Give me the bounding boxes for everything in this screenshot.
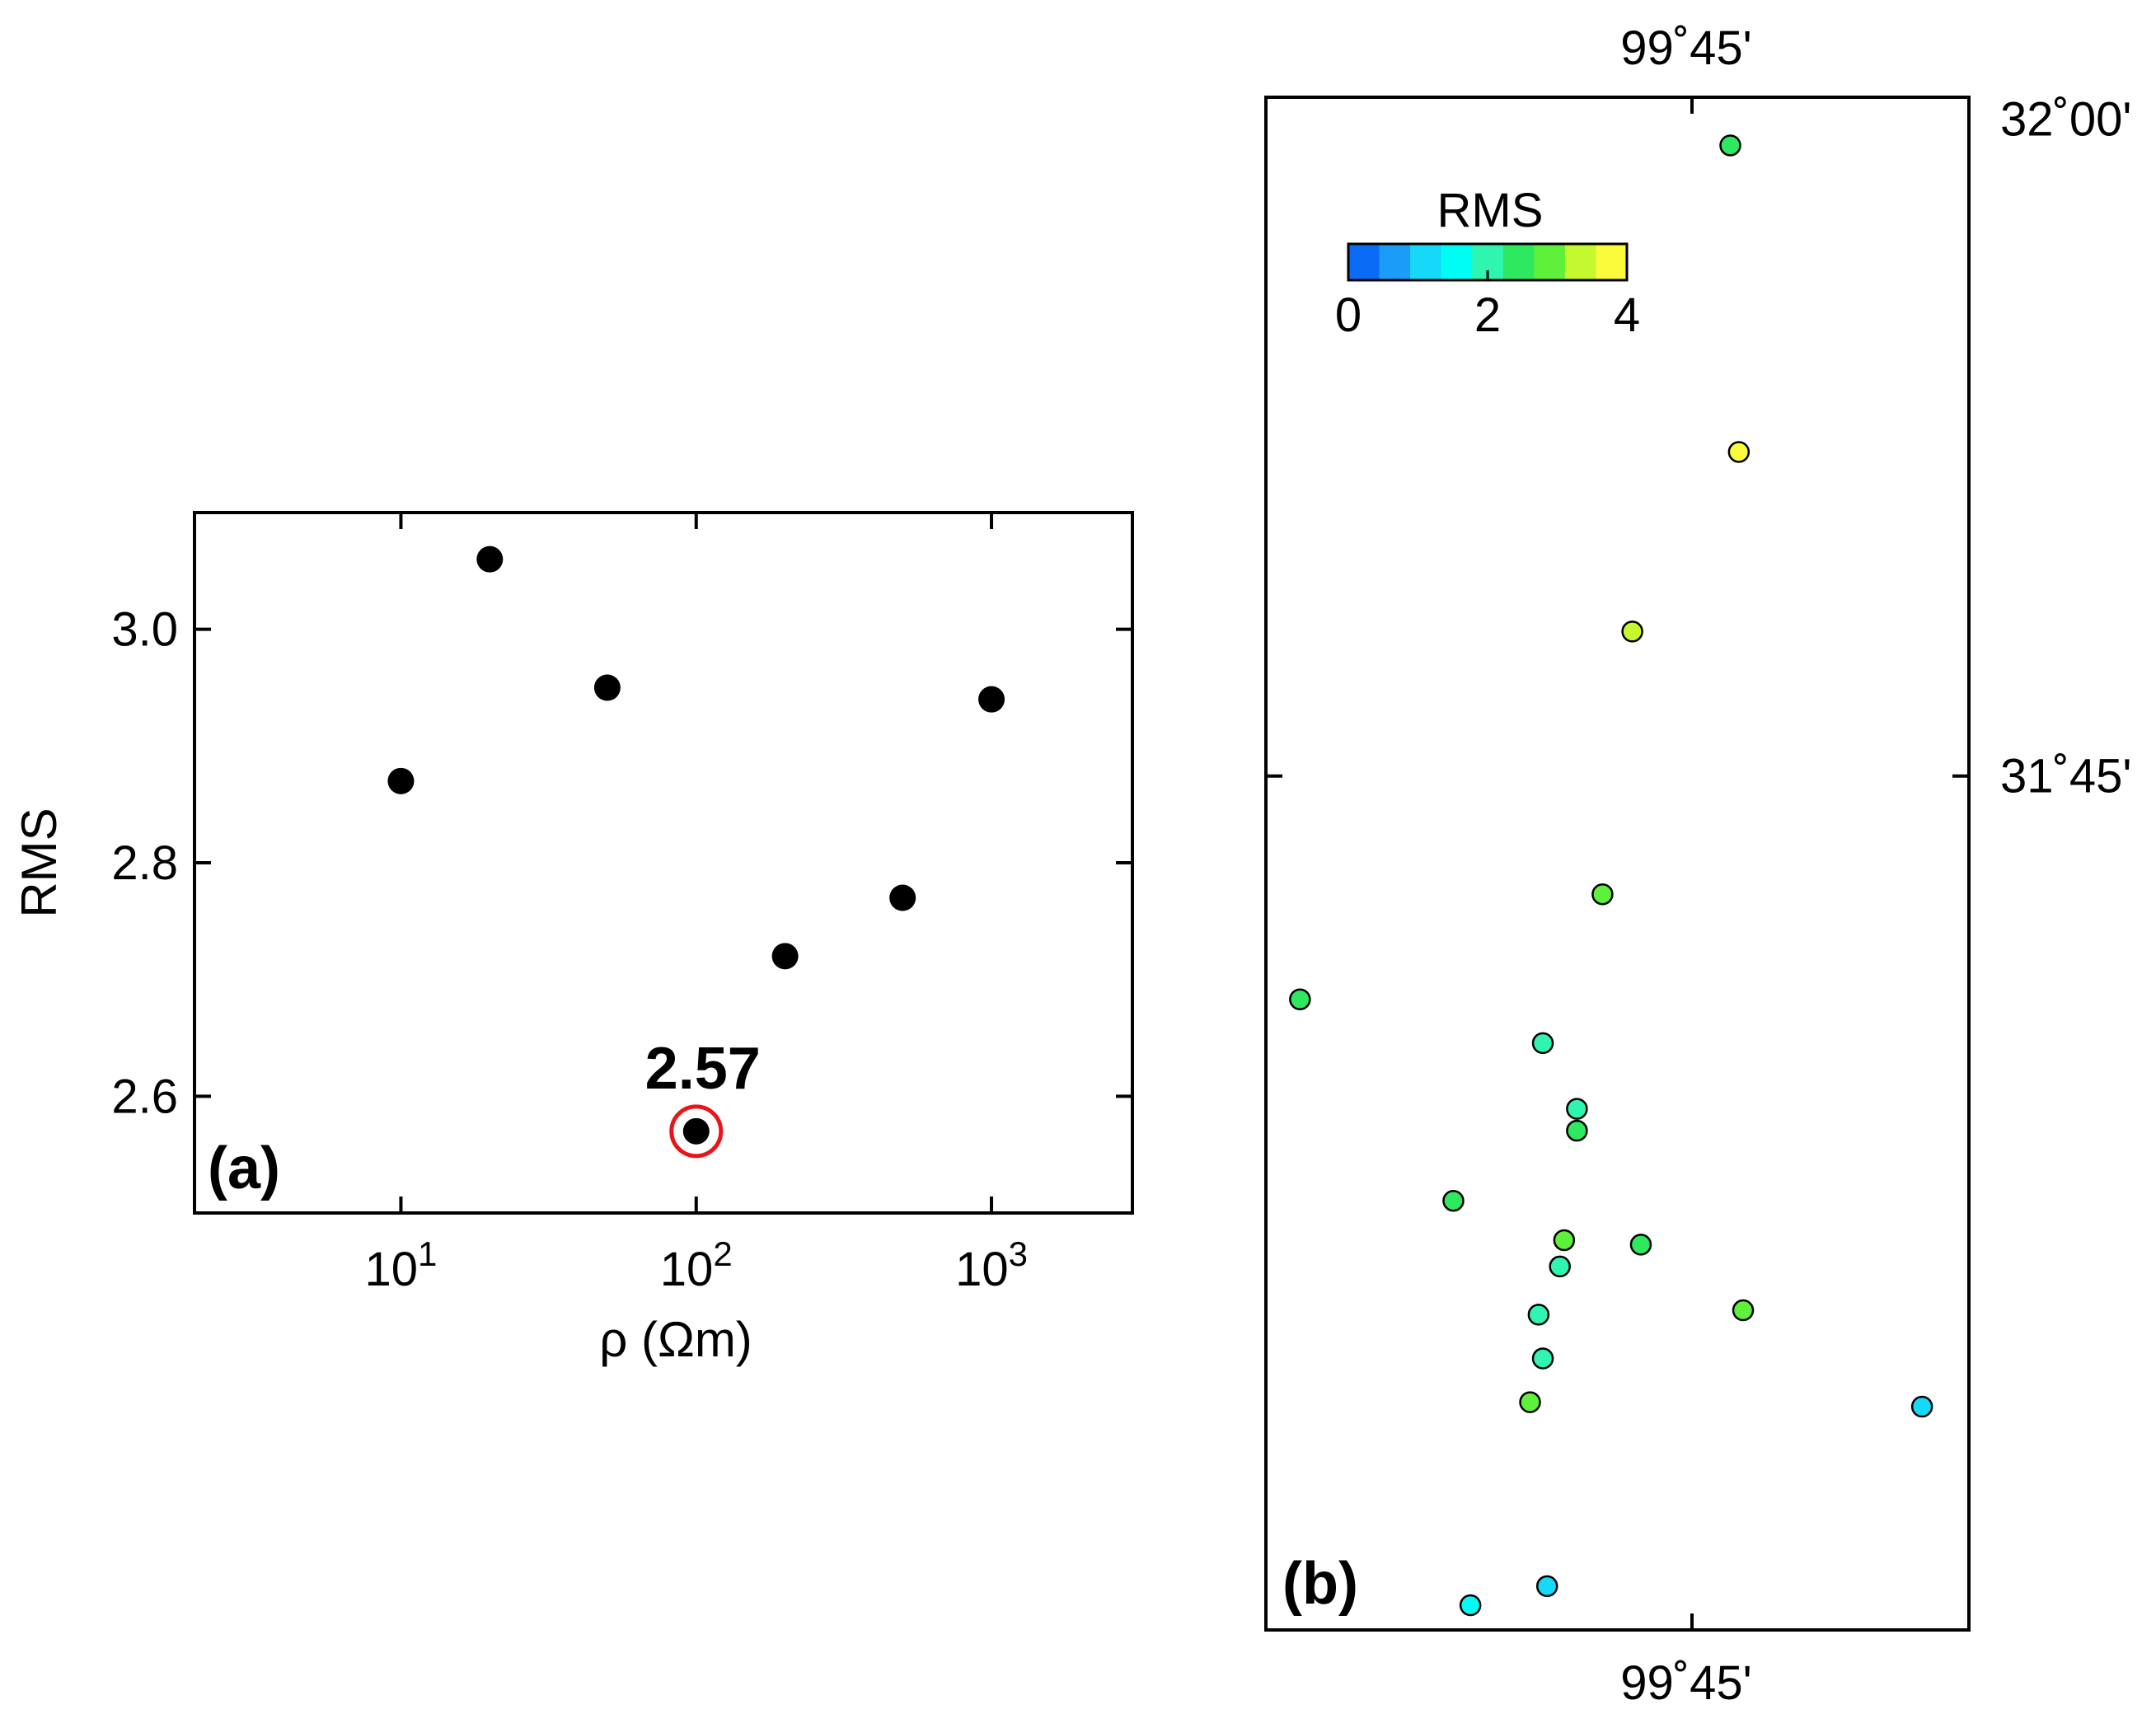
latitude-label: 32˚00' — [2000, 93, 2131, 147]
station-point — [1727, 441, 1751, 463]
colorbar-cell — [1502, 244, 1535, 280]
x-tick-label: 103 — [955, 1234, 1028, 1296]
colorbar-cell — [1534, 244, 1566, 280]
colorbar-cell — [1379, 244, 1411, 280]
station-point — [1566, 1098, 1588, 1120]
x-tick-label: 101 — [365, 1234, 438, 1296]
highlight-ring — [669, 1104, 724, 1159]
highlight-label: 2.57 — [645, 1036, 761, 1102]
station-point — [1535, 1575, 1558, 1598]
data-point — [593, 674, 621, 701]
panel-a: 101 102 103 2.6 2.8 3.0 2.57 (a) ρ (Ωm) RMS — [12, 511, 1134, 1367]
colorbar-cell — [1596, 244, 1628, 280]
data-point — [978, 686, 1005, 713]
data-point — [889, 884, 916, 911]
colorbar-ticks: 0 2 4 — [1335, 270, 1640, 342]
colorbar-cell — [1348, 244, 1380, 280]
panel-a-ylabel: RMS — [12, 808, 67, 917]
station-point — [1732, 1299, 1755, 1322]
panel-a-points — [387, 546, 1005, 1145]
station-point — [1549, 1255, 1571, 1278]
colorbar-cell — [1564, 244, 1597, 280]
station-point — [1591, 883, 1614, 906]
x-tick-label: 102 — [660, 1234, 733, 1296]
data-point — [771, 943, 799, 970]
colorbar-title: RMS — [1437, 184, 1544, 237]
station-point — [1442, 1189, 1465, 1212]
panel-a-xlabel: ρ (Ωm) — [599, 1312, 752, 1367]
station-point — [1553, 1229, 1576, 1252]
colorbar: RMS 0 2 4 — [1335, 184, 1640, 342]
station-point — [1910, 1395, 1933, 1418]
panel-b-label: (b) — [1282, 1551, 1358, 1617]
panel-a-label: (a) — [208, 1136, 280, 1201]
panel-a-frame — [193, 511, 1134, 1215]
station-point — [1531, 1032, 1554, 1055]
station-point — [1459, 1594, 1482, 1617]
colorbar-gradient — [1348, 244, 1628, 280]
panel-b-ticks — [1266, 97, 1969, 1630]
station-point — [1527, 1304, 1550, 1326]
station-point — [1519, 1391, 1541, 1413]
colorbar-tick-label: 4 — [1614, 288, 1640, 342]
latitude-label: 31˚45' — [2000, 750, 2131, 803]
y-tick-label: 3.0 — [111, 603, 178, 657]
panel-b: 99˚45' 99˚45' 32˚00' 31˚45' RMS 0 2 4 (b) — [1264, 21, 2131, 1710]
station-point — [1566, 1119, 1588, 1142]
data-point — [476, 546, 504, 573]
bottom-axis-label: 99˚45' — [1620, 1656, 1751, 1710]
right-axis-labels: 32˚00' 31˚45' — [2000, 93, 2131, 803]
station-point — [1531, 1347, 1554, 1370]
station-point — [1719, 134, 1741, 157]
panel-a-ticks: 101 102 103 2.6 2.8 3.0 — [111, 513, 1132, 1296]
station-point — [1629, 1234, 1652, 1256]
top-axis-label: 99˚45' — [1620, 21, 1751, 75]
colorbar-tick-label: 0 — [1335, 288, 1362, 342]
colorbar-cell — [1410, 244, 1442, 280]
panel-b-points — [1289, 134, 1933, 1617]
y-tick-label: 2.8 — [111, 836, 178, 890]
panel-b-frame — [1264, 96, 1971, 1632]
data-point — [387, 767, 415, 794]
station-point — [1289, 988, 1311, 1010]
colorbar-tick-label: 2 — [1474, 288, 1501, 342]
colorbar-cell — [1441, 244, 1473, 280]
y-tick-label: 2.6 — [111, 1070, 178, 1123]
data-point — [682, 1117, 710, 1145]
station-point — [1621, 621, 1643, 643]
